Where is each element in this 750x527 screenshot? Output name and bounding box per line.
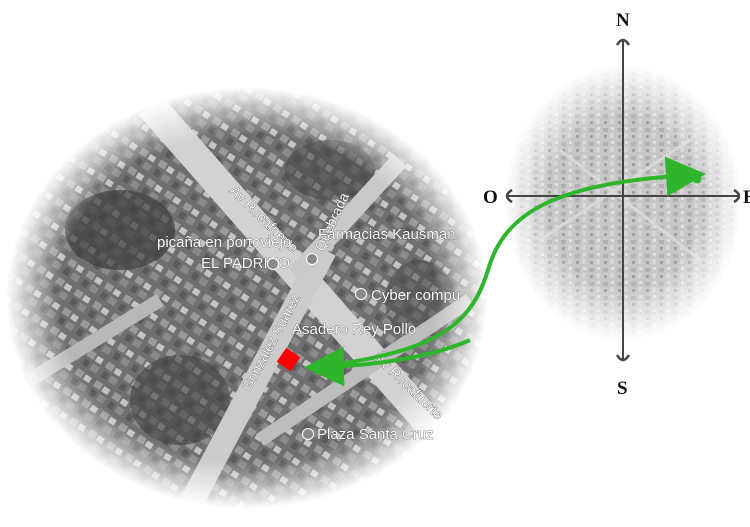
place-pin-icon: [267, 253, 367, 440]
overview-map: [504, 65, 742, 341]
place-label-picana: picaña en portoviejo: [157, 234, 291, 251]
place-label-asadero: Asadero Rey Pollo: [292, 321, 416, 338]
place-label-plaza: Plaza Santa Cruz: [317, 426, 434, 443]
place-label-cyber: Cyber compu: [371, 287, 460, 304]
location-square-icon: [276, 347, 301, 372]
compass-west-label: O: [483, 187, 498, 208]
curved-arrow-back-icon: [304, 338, 471, 387]
overview-location-dot: [692, 174, 702, 184]
compass-north-label: N: [616, 10, 630, 31]
curved-arrow-icon: [317, 156, 706, 369]
place-label-farmacias: Farmacias Kausman: [318, 226, 456, 243]
compass-east-label: E: [743, 187, 750, 208]
compass-south-label: S: [617, 378, 628, 399]
place-label-el-padrino: EL PADRINO: [201, 255, 290, 272]
